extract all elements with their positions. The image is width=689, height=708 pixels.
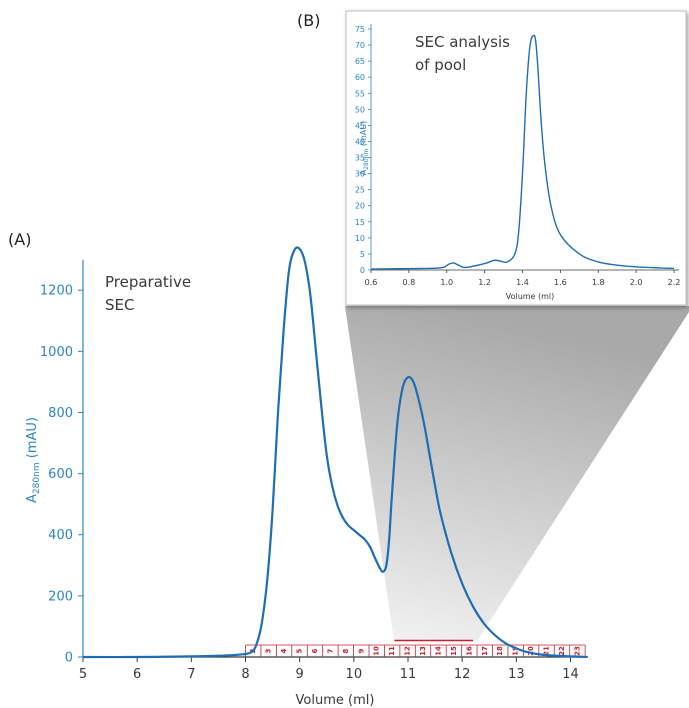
panel-a-y-tick-label: 1000 (40, 345, 73, 360)
panel-b-label: (B) (297, 11, 320, 30)
panel-a-x-tick-label: 9 (296, 667, 304, 682)
fraction-label: 10 (373, 646, 381, 656)
panel-b-y-tick-label: 10 (355, 234, 365, 243)
panel-b-x-axis-label: Volume (ml) (506, 292, 555, 301)
pool-projection-wedge (345, 306, 689, 641)
panel-b-x-tick-label: 1.4 (516, 278, 529, 287)
fraction-label: 11 (388, 646, 396, 656)
panel-b-y-tick-label: 35 (355, 154, 365, 163)
panel-a-annotation-line2: SEC (105, 296, 134, 314)
fraction-label: 21 (543, 646, 551, 656)
panel-a-y-tick-label: 600 (48, 467, 73, 482)
panel-b-y-tick-label: 30 (355, 170, 365, 179)
panel-a-x-tick-label: 6 (133, 667, 141, 682)
panel-a-ylabel-unit: (mAU) (25, 417, 40, 462)
fraction-label: 19 (512, 646, 520, 656)
panel-b-y-tick-label: 45 (355, 121, 365, 130)
panel-b-ylabel-main: A (359, 169, 368, 175)
panel-b-y-tick-label: 50 (355, 105, 365, 114)
panel-b-y-tick-label: 60 (355, 73, 365, 82)
panel-b-y-tick-label: 0 (360, 266, 365, 275)
panel-a-x-tick-label: 10 (346, 667, 363, 682)
panel-b-ylabel-sub: 280nm (363, 149, 370, 170)
panel-a-y-tick-label: 200 (48, 589, 73, 604)
fraction-label: 13 (419, 646, 427, 656)
panel-a-y-tick-label: 800 (48, 406, 73, 421)
fraction-label: 5 (296, 648, 304, 653)
panel-b-annotation-line2: of pool (415, 56, 466, 74)
fraction-label: 12 (404, 646, 412, 656)
fraction-label: 18 (496, 646, 504, 656)
panel-a-y-tick-label: 1200 (40, 284, 73, 299)
fraction-label: 8 (342, 648, 350, 653)
fraction-label: 23 (573, 646, 581, 656)
panel-a-ylabel-sub: 280nm (32, 462, 42, 494)
panel-b-x-tick-label: 0.8 (403, 278, 416, 287)
panel-a-x-tick-label: 12 (454, 667, 471, 682)
inset-frame (345, 10, 687, 306)
panel-b-curve-group (370, 34, 675, 270)
panel-b-x-tick-label: 1.6 (554, 278, 567, 287)
panel-a-label: (A) (8, 230, 31, 249)
panel-b-x-tick-label: 0.6 (365, 278, 378, 287)
panel-a-x-tick-label: 14 (562, 667, 579, 682)
panel-b-chromatogram-line (370, 34, 675, 270)
fraction-label: 16 (465, 646, 473, 656)
panel-a-ylabel-main: A (25, 494, 40, 503)
panel-a-fraction-bar: 2 3 4 5 6 7 8 9 10 11 12 13 14 15 16 17 18 19 20 21 22 23 (245, 639, 586, 657)
panel-a-x-tick-label: 11 (400, 667, 417, 682)
fraction-label: 22 (558, 646, 566, 656)
panel-a-annotation-line1: Preparative (105, 273, 191, 291)
panel-a-x-tick-label: 7 (187, 667, 195, 682)
panel-a-x-tick-label: 13 (508, 667, 525, 682)
panel-a-y-tick-label: 400 (48, 528, 73, 543)
panel-b-y-tick-label: 40 (355, 137, 365, 146)
panel-a-x-tick-label: 8 (241, 667, 249, 682)
fraction-label: 17 (481, 646, 489, 656)
fraction-label: 6 (311, 648, 319, 653)
panel-a-x-axis-label: Volume (ml) (296, 693, 375, 708)
fraction-label: 7 (326, 648, 334, 653)
panel-a-chromatogram-line (82, 246, 587, 659)
panel-a-y-tick-label: 0 (65, 651, 73, 666)
panel-b-x-tick-label: 1.8 (592, 278, 605, 287)
fraction-label: 4 (280, 648, 288, 653)
panel-b-x-tick-label: 1.0 (440, 278, 453, 287)
fraction-label: 20 (527, 646, 535, 656)
panel-a-preparative-sec: (A) Preparative SEC 5 6 7 8 9 10 11 12 13 1402004… (8, 230, 588, 708)
fraction-label: 9 (357, 648, 365, 653)
fraction-label: 3 (265, 648, 273, 653)
panel-b-y-axis-label: A280nm (mAU) (359, 121, 370, 176)
panel-b-y-tick-label: 25 (355, 186, 365, 195)
panel-b-x-tick-label: 1.2 (478, 278, 491, 287)
fraction-label: 15 (450, 646, 458, 656)
fraction-label: 14 (435, 646, 443, 656)
panel-b-inset: SEC analysis of pool 0.6 0.8 1.0 1.2 1.4 1.6 1… (345, 10, 687, 306)
panel-a-curve-group (82, 246, 587, 659)
panel-b-y-tick-label: 70 (355, 41, 365, 50)
panel-b-axes: 0.6 0.8 1.0 1.2 1.4 1.6 1.8 2.0 2.2 0 5 10 15 20 25 30 3… (355, 24, 681, 287)
panel-a-x-tick-label: 5 (79, 667, 87, 682)
panel-a-y-axis-label: A280nm (mAU) (25, 417, 42, 503)
panel-b-y-tick-label: 5 (360, 250, 365, 259)
panel-b-y-tick-label: 75 (355, 25, 365, 34)
panel-b-y-tick-label: 55 (355, 89, 365, 98)
panel-b-y-tick-label: 65 (355, 57, 365, 66)
panel-b-annotation-line1: SEC analysis (415, 33, 510, 51)
panel-b-y-tick-label: 15 (355, 218, 365, 227)
panel-b-ylabel-unit: (mAU) (359, 121, 368, 149)
panel-b-x-tick-label: 2.0 (630, 278, 643, 287)
panel-b-y-tick-label: 20 (355, 202, 365, 211)
panel-b-x-tick-label: 2.2 (668, 278, 681, 287)
